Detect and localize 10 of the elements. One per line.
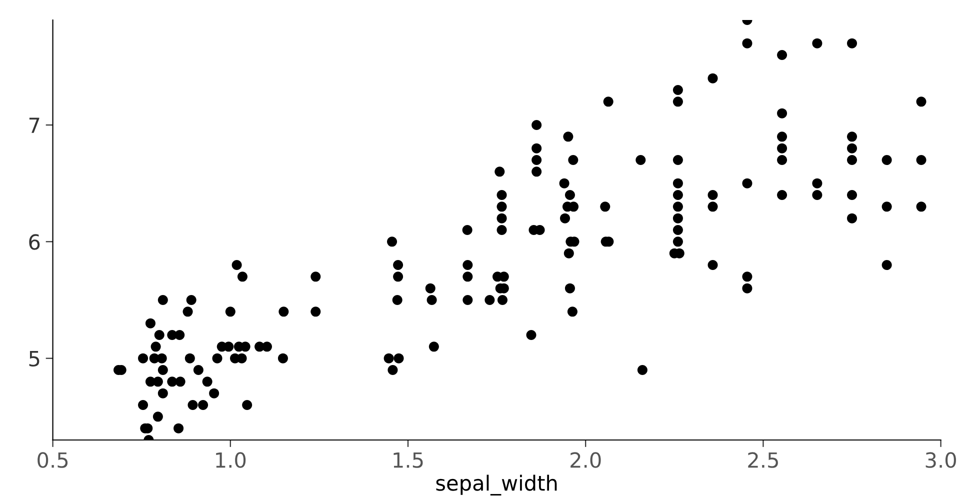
x-tick-label: 3.0	[926, 452, 956, 468]
x-tick-label: 1.0	[216, 452, 246, 468]
x-tick-label: 2.0	[570, 452, 601, 468]
x-tick-label: 0.5	[38, 452, 68, 468]
x-axis-title: sepal_width	[436, 474, 557, 496]
x-tick-label: 1.5	[394, 452, 423, 468]
y-tick-label: 6	[29, 234, 40, 250]
x-tick-label: 2.5	[748, 452, 778, 468]
y-tick-label: 7	[29, 118, 40, 133]
y-tick-label: 5	[29, 351, 40, 367]
